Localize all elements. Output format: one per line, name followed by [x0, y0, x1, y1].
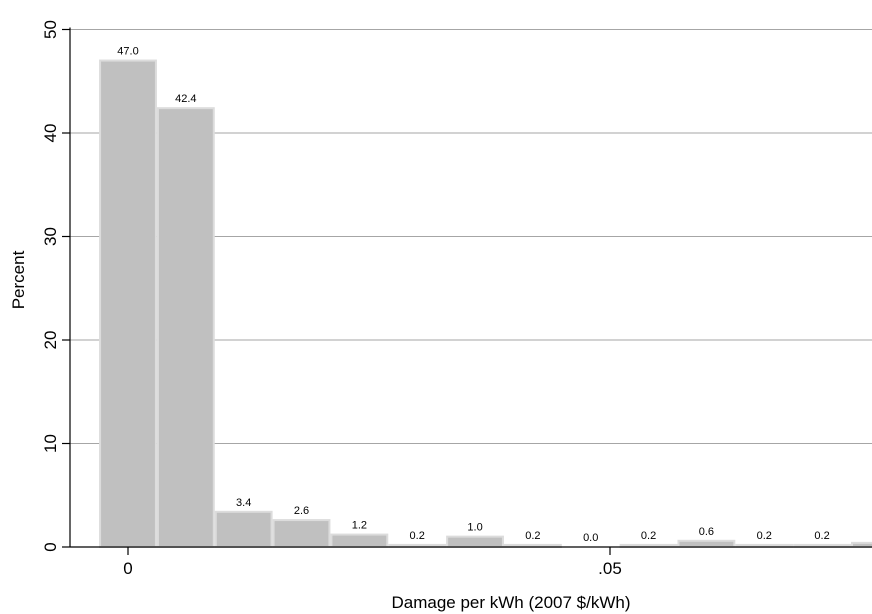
- y-tick-label: 30: [41, 227, 60, 246]
- bar-value-labels: 47.0 42.4 3.4 2.6 1.2 0.2 1.0 0.2 0.0 0.2 0.6 0.2 0.…: [117, 46, 829, 544]
- y-tick-label: 10: [41, 434, 60, 453]
- bar-value-label: 0.2: [814, 530, 829, 542]
- bar-value-label: 1.2: [352, 520, 367, 532]
- histogram-bar: [446, 535, 504, 549]
- y-tick-label: 50: [41, 20, 60, 39]
- bar-value-label: 2.6: [294, 505, 309, 517]
- bars: [99, 59, 872, 549]
- y-tick-label: 0: [41, 542, 60, 551]
- bar-value-label: 0.2: [641, 530, 656, 542]
- x-tick-label: .05: [598, 559, 622, 578]
- y-axis-ticks: 0 10 20 30 40 50: [41, 20, 70, 552]
- histogram-bar: [156, 107, 215, 548]
- histogram-bar: [214, 510, 273, 548]
- histogram-bar: [272, 519, 331, 549]
- x-axis-title: Damage per kWh (2007 $/kWh): [391, 593, 630, 612]
- bar-value-label: 42.4: [175, 93, 196, 105]
- x-tick-label: 0: [123, 559, 132, 578]
- bar-value-label: 0.0: [583, 532, 598, 544]
- bar-value-label: 0.2: [757, 530, 772, 542]
- bar-value-label: 3.4: [236, 497, 251, 509]
- bar-value-label: 1.0: [467, 522, 482, 534]
- bar-value-label: 0.6: [699, 526, 714, 538]
- y-tick-label: 40: [41, 124, 60, 143]
- y-tick-label: 20: [41, 331, 60, 350]
- bar-value-label: 0.2: [410, 530, 425, 542]
- histogram-bar: [851, 541, 872, 548]
- bar-value-label: 0.2: [525, 530, 540, 542]
- y-axis-title: Percent: [9, 250, 28, 309]
- histogram-bar: [677, 539, 736, 548]
- histogram-bar: [99, 59, 157, 549]
- histogram-bar: [330, 533, 389, 549]
- bar-value-label: 47.0: [117, 46, 138, 58]
- x-axis-ticks: 0.05.1.15: [123, 547, 622, 578]
